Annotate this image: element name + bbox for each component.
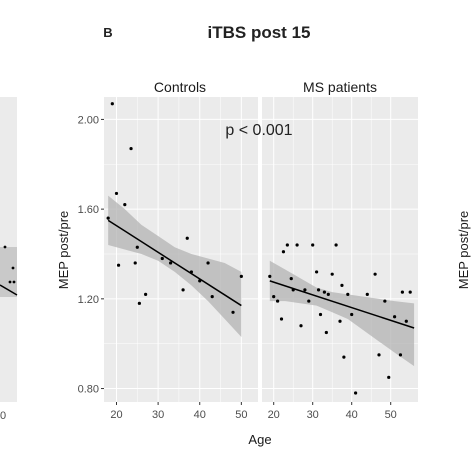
data-point (289, 277, 293, 281)
left-panel-point (11, 266, 15, 270)
data-point (189, 270, 194, 274)
data-point (311, 243, 315, 247)
x-axis-title: Age (248, 432, 271, 447)
left-panel-point (3, 245, 7, 249)
data-point (295, 243, 299, 247)
data-point (350, 312, 354, 317)
data-point (404, 319, 408, 323)
data-point (354, 391, 358, 395)
data-point (206, 261, 210, 265)
data-point (387, 375, 391, 379)
data-point (400, 290, 404, 294)
data-point (322, 290, 326, 294)
data-point (383, 299, 387, 303)
data-point (307, 299, 311, 303)
data-point (303, 288, 307, 292)
data-point (338, 319, 342, 323)
data-point (106, 216, 110, 220)
data-point (377, 353, 381, 357)
right-panel-fragment: MEP post/pre (456, 211, 471, 290)
data-point (340, 283, 344, 287)
left-panel-ribbon (0, 247, 17, 297)
data-point (398, 353, 403, 357)
x-tick-label: 50 (385, 409, 397, 421)
x-tick-label: 20 (268, 409, 280, 421)
regression-line (107, 219, 242, 307)
p-value-annotation: p < 0.001 (225, 122, 292, 139)
data-point (185, 236, 189, 240)
y-axis: 0.80 1.20 1.60 2.00 (78, 114, 104, 396)
data-point (181, 288, 185, 292)
x-tick-label: 20 (110, 409, 122, 421)
data-point (315, 270, 319, 274)
data-point (318, 312, 323, 317)
data-point (291, 288, 295, 292)
data-point (144, 292, 148, 296)
data-point (365, 292, 369, 296)
data-point (168, 261, 173, 265)
x-tick-label: 40 (346, 409, 358, 421)
left-panel-point (8, 280, 12, 284)
data-point (239, 274, 243, 279)
data-point (334, 243, 338, 247)
left-panel-tick-label: 0 (0, 410, 6, 422)
data-point (299, 324, 303, 328)
data-point (133, 261, 137, 265)
chart-title: iTBS post 15 (208, 23, 311, 42)
data-point (373, 272, 377, 276)
data-point (268, 274, 272, 279)
data-point (129, 146, 133, 151)
controls-panel (104, 97, 258, 402)
x-tick-label: 50 (235, 409, 247, 421)
data-point (116, 263, 121, 267)
data-point (279, 317, 284, 321)
y-tick-label: 2.00 (78, 114, 99, 126)
x-axis-ms-patients: 20 30 40 50 (268, 402, 397, 421)
y-tick-label: 1.60 (78, 204, 99, 216)
data-point (285, 243, 289, 247)
data-point (346, 292, 350, 296)
confidence-band (108, 195, 242, 337)
data-point (137, 301, 141, 305)
data-point (393, 315, 397, 319)
panel-label: B (103, 25, 112, 40)
data-point (110, 102, 114, 106)
left-panel-fragment: 0 (0, 97, 18, 422)
y-tick-label: 0.80 (78, 384, 99, 396)
left-panel-point (12, 280, 16, 284)
panel-background (262, 97, 418, 402)
left-panel-fit-line (0, 284, 18, 296)
data-point (330, 272, 334, 276)
data-point (231, 310, 235, 314)
x-tick-label: 30 (307, 409, 319, 421)
data-point (114, 191, 119, 196)
data-point (198, 279, 202, 283)
data-point (276, 299, 280, 303)
x-tick-label: 30 (152, 409, 164, 421)
facet-strip-ms-patients: MS patients (303, 79, 377, 95)
data-point (160, 256, 164, 261)
data-point (135, 245, 139, 249)
data-point (123, 203, 127, 207)
facet-strip-controls: Controls (154, 79, 206, 95)
ms-patients-panel (262, 97, 418, 402)
y-tick-label: 1.20 (78, 294, 99, 306)
x-tick-label: 40 (194, 409, 206, 421)
data-point (342, 355, 346, 359)
x-axis-controls: 20 30 40 50 (110, 402, 247, 421)
data-point (210, 294, 214, 299)
data-point (281, 250, 286, 254)
data-point (324, 330, 328, 335)
right-panel-y-axis-title: MEP post/pre (456, 211, 471, 290)
y-axis-title: MEP post/pre (56, 211, 71, 290)
data-point (408, 290, 412, 294)
confidence-band (269, 260, 415, 367)
data-point (326, 292, 330, 296)
data-point (272, 294, 276, 299)
data-point (316, 288, 321, 292)
